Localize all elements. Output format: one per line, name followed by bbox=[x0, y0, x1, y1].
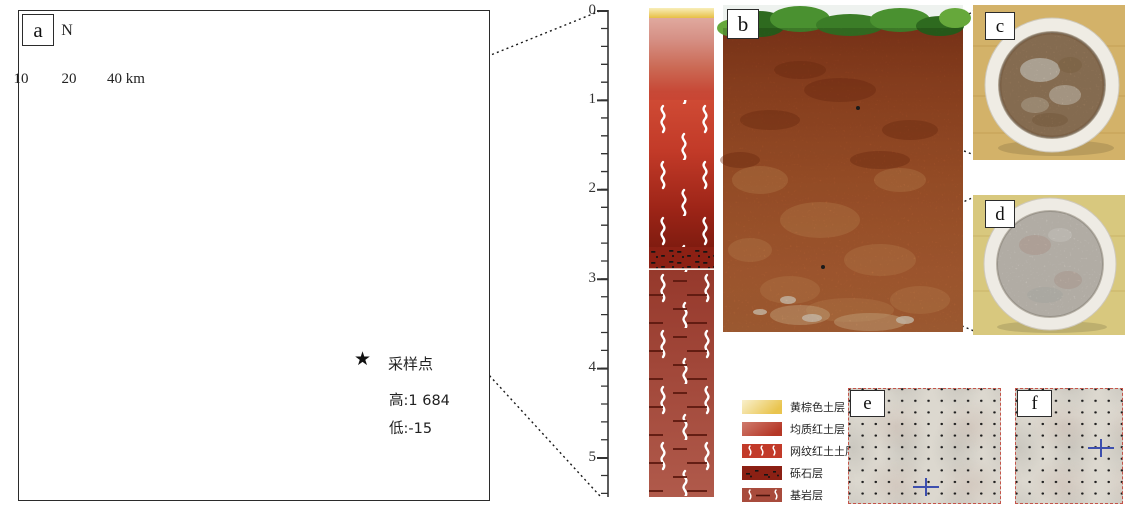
legend-swatch-bedrock bbox=[742, 488, 782, 502]
legend-swatch-homogeneous-red-soil bbox=[742, 422, 782, 436]
outcrop-photo bbox=[717, 5, 971, 332]
scalebar-tick-20: 20 bbox=[61, 71, 77, 87]
panel-b-letter: b bbox=[737, 11, 749, 36]
legend-item-bedrock: 基岩层 bbox=[742, 484, 867, 506]
depth-tick-label-4: 4 bbox=[588, 359, 597, 375]
legend-label: 均质红土层 bbox=[790, 423, 845, 436]
legend-item-homogeneous-red-soil: 均质红土层 bbox=[742, 418, 867, 440]
micrograph-f: f bbox=[1015, 388, 1123, 504]
panel-f-label: f bbox=[1017, 390, 1052, 417]
panel-c-label: c bbox=[985, 12, 1015, 40]
legend-label: 基岩层 bbox=[790, 489, 823, 502]
panel-d-label: d bbox=[985, 200, 1015, 228]
legend-item-reticulate-red-soil: 网纹红土土层 bbox=[742, 440, 867, 462]
legend-label: 砾石层 bbox=[790, 467, 823, 480]
depth-tick-label-0: 0 bbox=[588, 2, 597, 18]
depth-tick-label-3: 3 bbox=[588, 270, 597, 286]
legend-swatch-yellow-brown-soil bbox=[742, 400, 782, 414]
legend-item-yellow-brown-soil: 黄棕色土层 bbox=[742, 396, 867, 418]
panel-e-letter: e bbox=[863, 393, 872, 414]
panel-e-label: e bbox=[850, 390, 885, 417]
sample-dish-photo-c bbox=[973, 5, 1125, 160]
legend-swatch-gravel bbox=[742, 466, 782, 480]
layer-homogeneous-red-soil bbox=[649, 18, 714, 100]
scalebar-tick-40: 40 km bbox=[107, 71, 145, 87]
panel-a-frame bbox=[18, 10, 490, 501]
depth-tick-label-2: 2 bbox=[588, 180, 597, 196]
legend-label: 黄棕色土层 bbox=[790, 401, 845, 414]
elevation-high-label: 高:1 684 bbox=[389, 393, 450, 409]
panel-a-letter: a bbox=[33, 17, 43, 42]
strat-legend: 黄棕色土层 均质红土层 网纹红土土层 bbox=[742, 396, 867, 506]
legend-label: 网纹红土土层 bbox=[790, 445, 856, 458]
depth-ruler bbox=[597, 10, 609, 497]
strat-column bbox=[649, 8, 714, 497]
panel-b-label: b bbox=[727, 9, 759, 39]
panel-f-letter: f bbox=[1031, 393, 1038, 414]
elevation-low-label: 低:-15 bbox=[389, 421, 433, 437]
sample-point-legend-star-icon: ★ bbox=[354, 349, 372, 370]
scalebar-tick-10: 10 bbox=[13, 71, 29, 87]
micrograph-e: e bbox=[848, 388, 1001, 504]
panel-d-letter: d bbox=[995, 203, 1005, 225]
depth-tick-label-1: 1 bbox=[588, 91, 597, 107]
sample-point-label: 采样点 bbox=[388, 355, 434, 373]
panel-a-label: a bbox=[22, 14, 54, 46]
north-label: N bbox=[61, 22, 73, 39]
legend-swatch-reticulate-red-soil bbox=[742, 444, 782, 458]
layer-yellow-brown-soil bbox=[649, 8, 714, 18]
legend-item-gravel: 砾石层 bbox=[742, 462, 867, 484]
depth-tick-label-5: 5 bbox=[588, 449, 597, 465]
panel-c-letter: c bbox=[995, 15, 1005, 37]
